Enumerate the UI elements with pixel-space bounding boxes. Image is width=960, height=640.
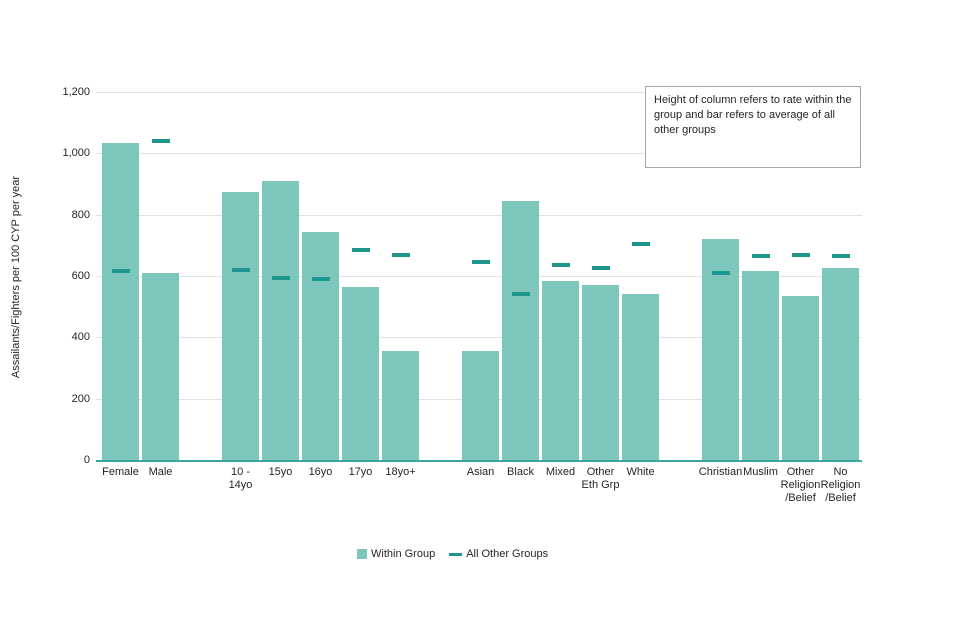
bar-15yo	[262, 180, 299, 460]
y-axis-tick-label: 600	[71, 270, 90, 282]
bar-christian	[702, 239, 739, 460]
y-axis-tick-label: 200	[71, 392, 90, 405]
gridline	[96, 92, 862, 93]
x-axis-category-label: Asian	[466, 466, 495, 478]
bar-male	[142, 272, 179, 460]
legend-label: Within Group	[371, 548, 436, 560]
bar-no-religion-/belief	[822, 268, 859, 460]
benchmark-dash-16yo	[311, 277, 330, 282]
benchmark-dash-10---14yo	[231, 267, 250, 272]
benchmark-dash-female	[111, 269, 130, 274]
y-axis-title: Assailants/Fighters per 100 CYP per year	[10, 175, 22, 379]
y-axis-tick-label: 1,000	[62, 147, 90, 160]
gridline	[96, 214, 862, 216]
gridline	[96, 276, 862, 277]
bar-swatch-icon	[357, 549, 367, 559]
bar-black	[502, 200, 539, 460]
bar-18yo+	[382, 351, 419, 460]
benchmark-dash-white	[631, 241, 650, 246]
bar-white	[622, 294, 659, 460]
benchmark-dash-male	[151, 139, 170, 144]
x-axis-category-label: Muslim	[743, 466, 778, 478]
bar-mixed	[542, 280, 579, 460]
x-axis-category-label: Male	[148, 466, 173, 478]
bar-female	[102, 142, 139, 460]
legend-item-all-other-groups: All Other Groups	[449, 548, 548, 560]
benchmark-dash-15yo	[271, 275, 290, 280]
gridline	[96, 153, 862, 155]
gridline	[96, 337, 862, 339]
benchmark-dash-christian	[711, 270, 730, 275]
y-axis-tick-label: 400	[71, 331, 90, 344]
annotation-box: Height of column refers to rate within t…	[645, 86, 861, 168]
x-axis-category-label: 15yo	[268, 466, 293, 478]
legend-item-within-group: Within Group	[357, 548, 435, 560]
benchmark-dash-17yo	[351, 247, 370, 252]
benchmark-dash-no-religion-/belief	[831, 254, 850, 259]
x-axis-category-label: White	[626, 466, 655, 478]
y-axis-tick-label: 0	[83, 454, 90, 466]
x-axis-category-label: Other Religion /Belief	[780, 466, 821, 504]
y-axis-tick-label: 800	[71, 208, 90, 221]
x-axis-category-label: Black	[507, 466, 534, 478]
bar-17yo	[342, 286, 379, 460]
legend: Within Group All Other Groups	[357, 546, 548, 562]
bar-asian	[462, 351, 499, 460]
benchmark-dash-mixed	[551, 263, 570, 268]
bar-other-eth-grp	[582, 285, 619, 460]
benchmark-dash-other-religion-/belief	[791, 252, 810, 257]
x-axis-category-label: 17yo	[348, 466, 373, 478]
x-axis-category-label: 10 - 14yo	[228, 466, 253, 491]
x-axis-line	[96, 460, 862, 462]
benchmark-dash-18yo+	[391, 252, 410, 257]
x-axis-category-label: Christian	[698, 466, 743, 478]
x-axis-category-label: 18yo+	[385, 466, 416, 478]
bar-10---14yo	[222, 191, 259, 460]
benchmark-dash-other-eth-grp	[591, 266, 610, 271]
y-axis-tick-label: 1,200	[62, 86, 90, 98]
x-axis-category-label: 16yo	[308, 466, 333, 478]
benchmark-dash-black	[511, 292, 530, 297]
benchmark-dash-asian	[471, 260, 490, 265]
benchmark-dash-muslim	[751, 254, 770, 259]
bar-other-religion-/belief	[782, 295, 819, 460]
x-axis-category-label: Female	[102, 466, 139, 478]
legend-label: All Other Groups	[466, 548, 549, 560]
x-axis-category-label: Other Eth Grp	[581, 466, 620, 491]
bar-muslim	[742, 271, 779, 460]
dash-swatch-icon	[449, 552, 463, 556]
x-axis-category-label: Mixed	[545, 466, 576, 478]
x-axis-category-label: No Religion /Belief	[820, 466, 861, 504]
bar-16yo	[302, 231, 339, 460]
